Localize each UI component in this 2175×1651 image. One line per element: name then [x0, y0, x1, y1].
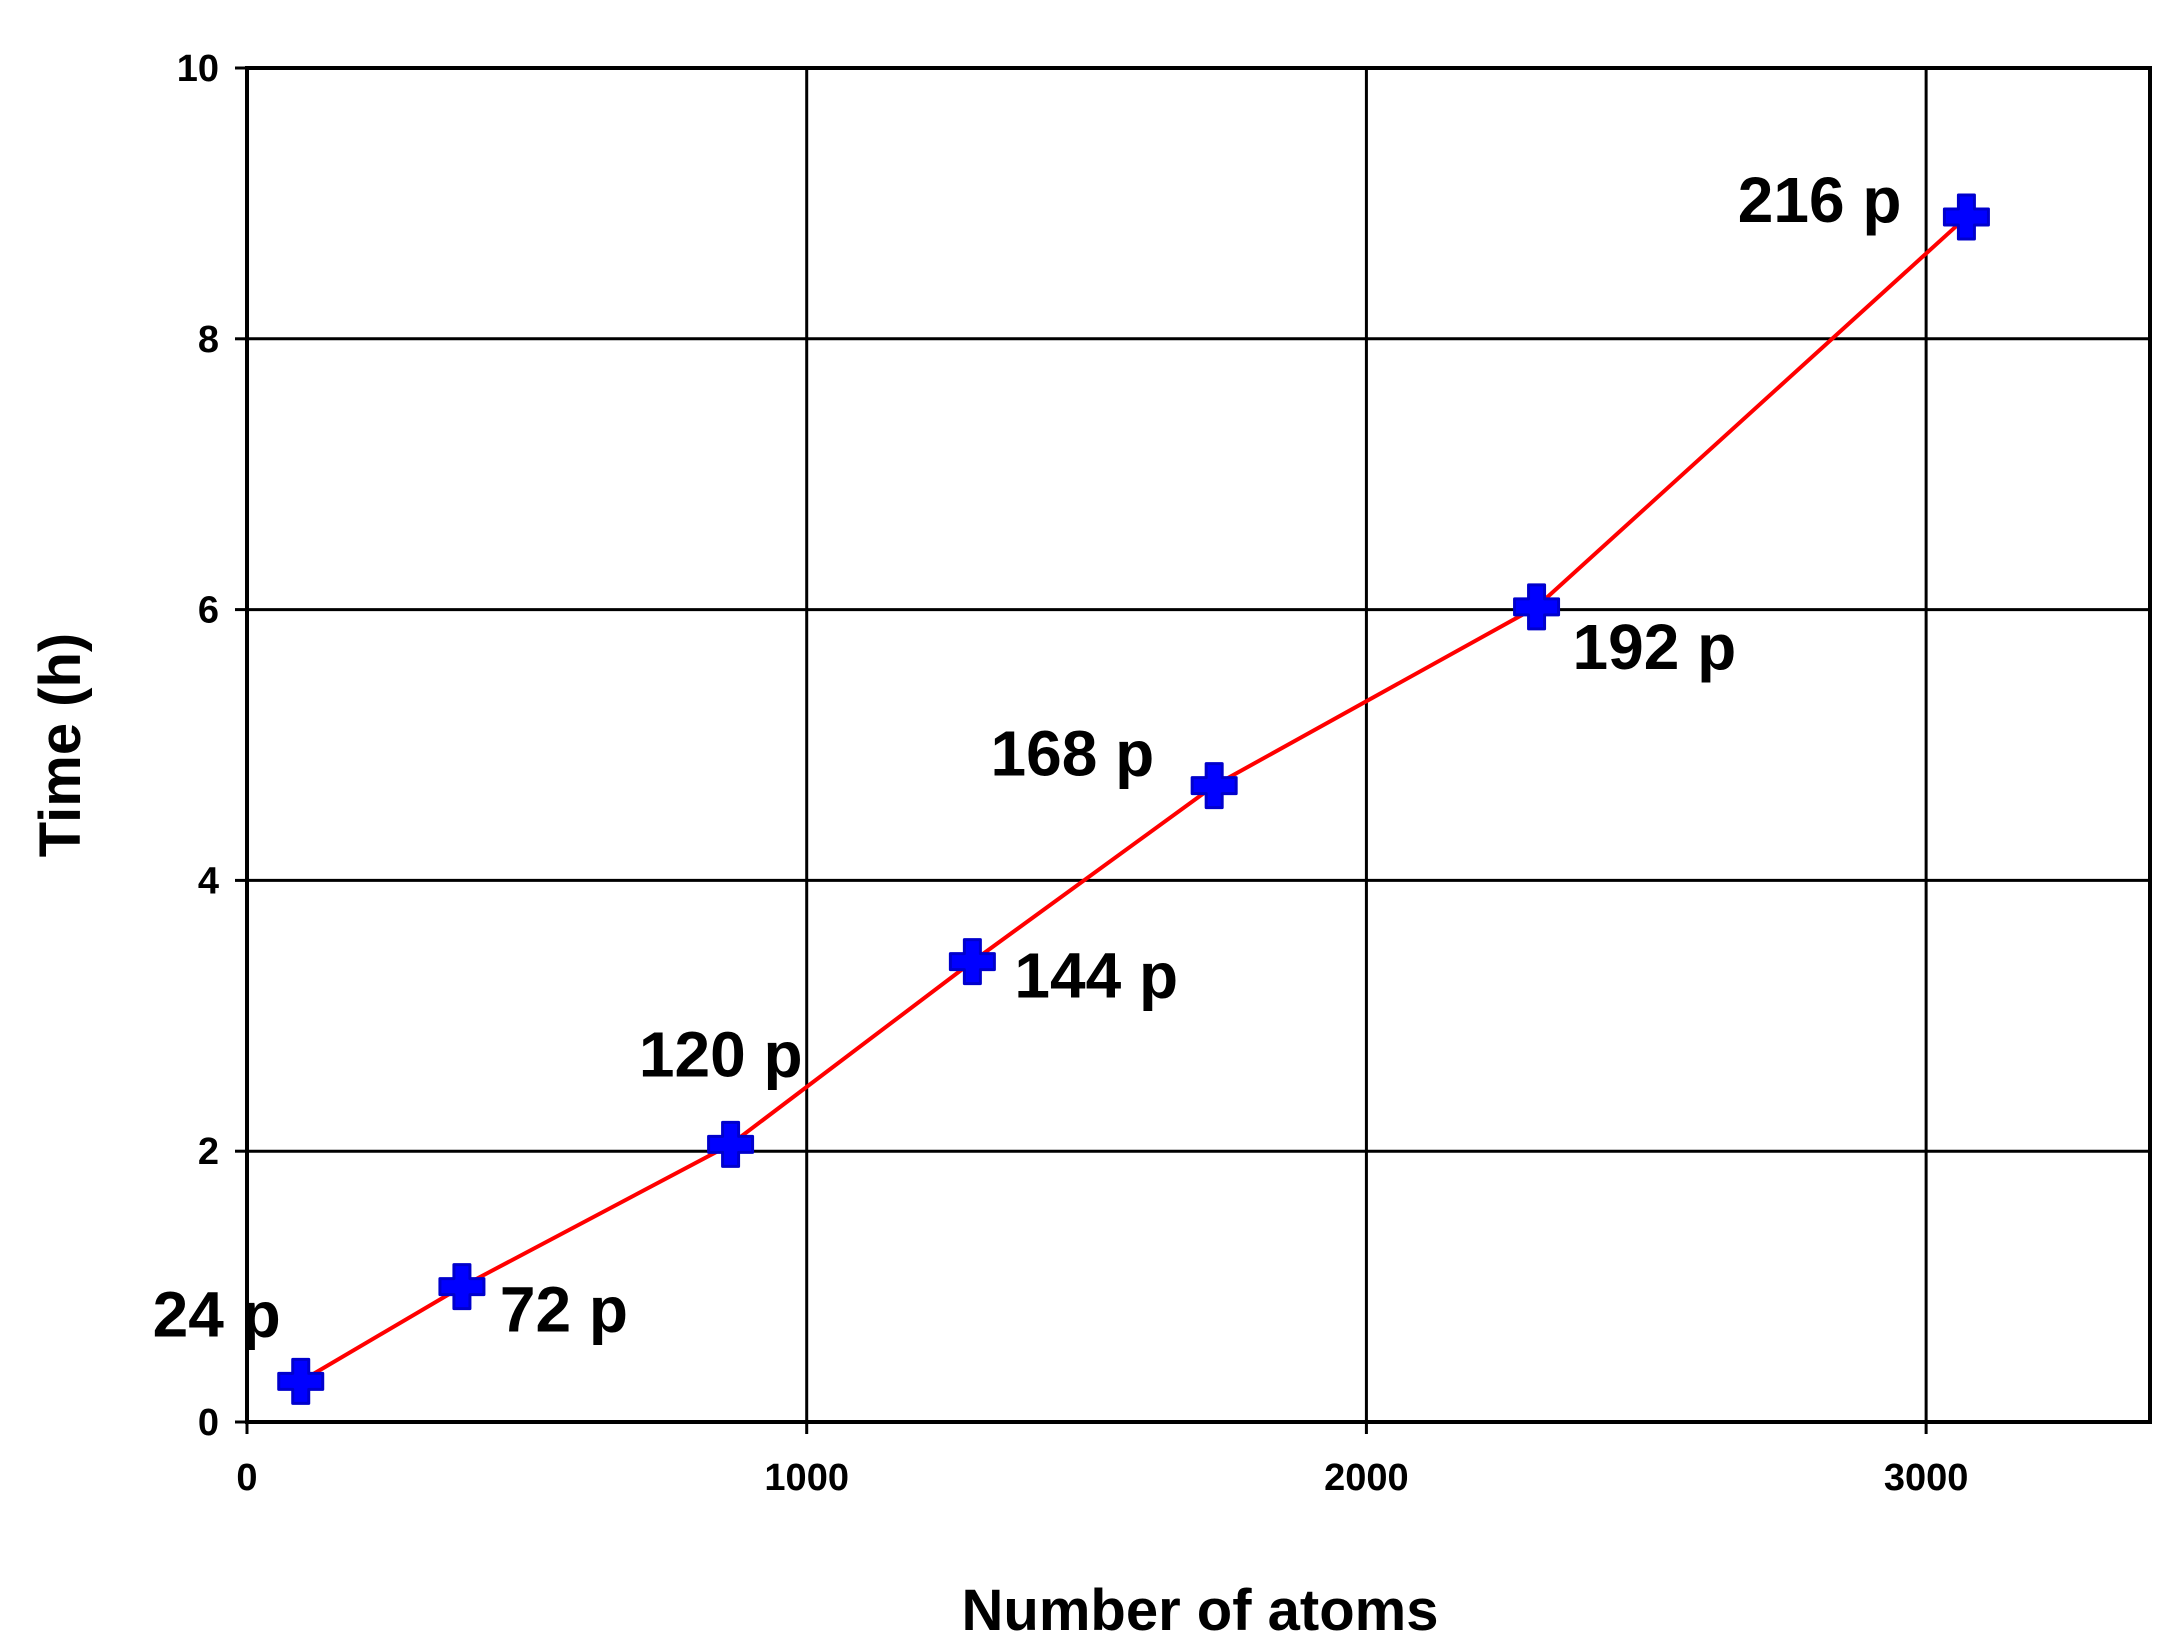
data-label: 216 p [1738, 164, 1902, 236]
data-label: 168 p [991, 718, 1155, 790]
series-line [299, 215, 1968, 1384]
plot-frame [245, 66, 2152, 1424]
series [277, 193, 1990, 1405]
x-axis-title: Number of atoms [962, 1578, 1439, 1643]
x-tick-label: 2000 [1324, 1457, 1409, 1499]
y-axis-title: Time (h) [28, 633, 93, 858]
data-point-marker [438, 1263, 486, 1311]
x-tick-label: 0 [236, 1457, 257, 1499]
data-point-marker [1190, 762, 1238, 810]
data-label: 144 p [1014, 940, 1178, 1012]
y-tick-label: 2 [198, 1131, 219, 1173]
data-label: 120 p [639, 1018, 803, 1090]
data-label: 72 p [500, 1274, 628, 1346]
data-point-marker [1513, 583, 1561, 631]
y-tick-label: 0 [198, 1402, 219, 1444]
x-tick-label: 3000 [1884, 1457, 1969, 1499]
y-tick-label: 8 [198, 319, 219, 361]
grid-lines [247, 66, 2150, 1422]
x-tick-label: 1000 [764, 1457, 849, 1499]
data-point-marker [1942, 193, 1990, 241]
data-point-marker [277, 1357, 325, 1405]
point-labels: 24 p 72 p 120 p 144 p 168 p 192 p 216 p [153, 164, 1902, 1350]
data-point-marker [948, 938, 996, 986]
y-tick-label: 4 [198, 860, 219, 902]
y-tick-label: 6 [198, 590, 219, 632]
y-tick-label: 10 [177, 48, 219, 90]
axes [235, 66, 2152, 1434]
tick-labels: 0 2 4 6 8 10 0 1000 2000 3000 [177, 48, 1969, 1499]
data-point-marker [707, 1120, 755, 1168]
data-label: 192 p [1573, 611, 1737, 683]
data-label: 24 p [153, 1278, 281, 1350]
